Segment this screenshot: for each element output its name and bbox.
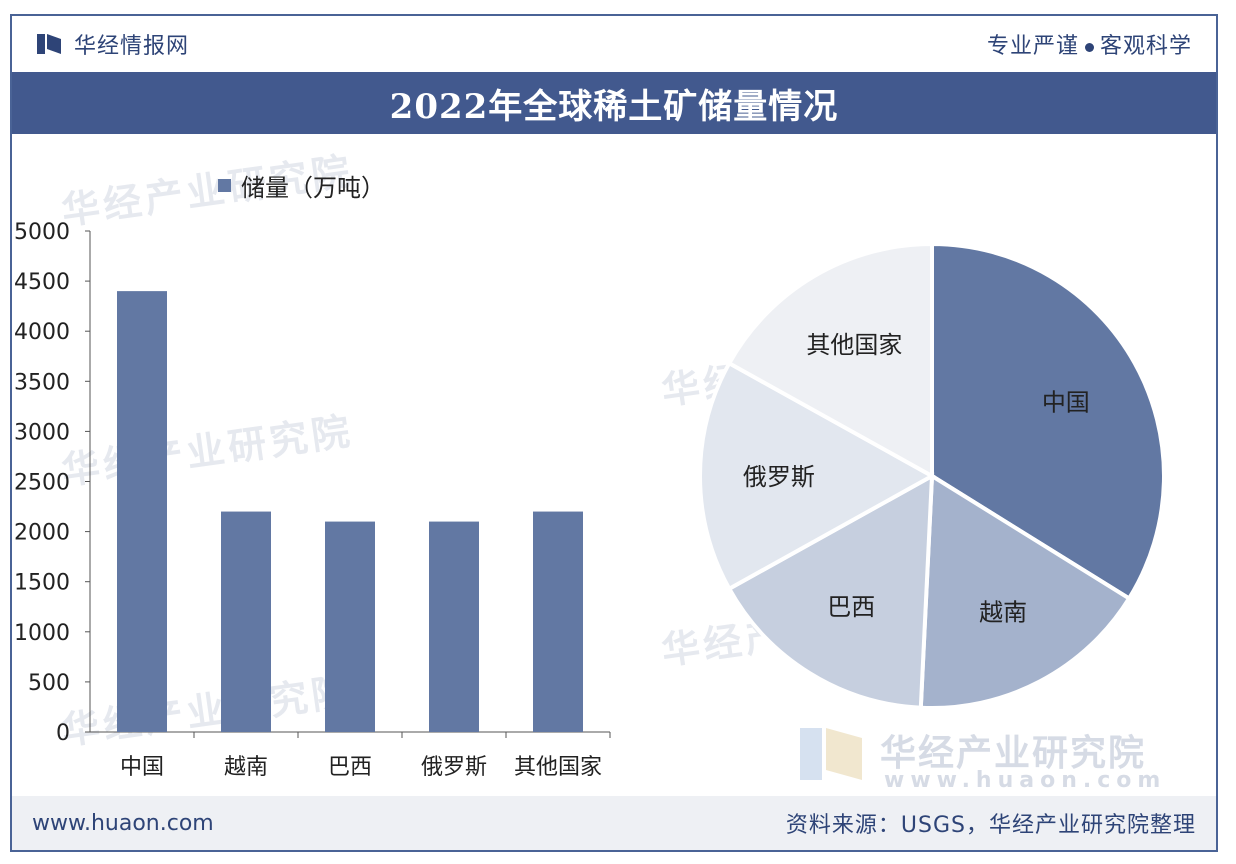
pie-slice	[726, 472, 935, 710]
brand-name: 华经情报网	[74, 34, 190, 59]
y-tick-label: 500	[28, 671, 70, 696]
brand-logo-icon	[37, 34, 61, 54]
y-tick-label: 3500	[14, 370, 70, 395]
pie-slice-label: 巴西	[827, 593, 875, 621]
footer-url-link[interactable]: www.huaon.com	[32, 810, 214, 836]
bar	[221, 511, 271, 732]
x-tick-label: 俄罗斯	[421, 755, 487, 780]
y-tick-label: 4500	[14, 270, 70, 295]
watermark-brand-name: 华经产业研究院	[880, 733, 1147, 774]
y-tick-label: 0	[56, 721, 70, 746]
pie-slice-label: 其他国家	[806, 331, 902, 359]
bar	[325, 521, 375, 732]
y-tick-label: 5000	[14, 220, 70, 245]
pie-slice	[918, 472, 1132, 710]
x-tick-label: 越南	[224, 755, 268, 780]
motto-left: 专业严谨	[986, 34, 1079, 59]
title-bar: 2022年全球稀土矿储量情况	[12, 72, 1216, 134]
y-tick-label: 1500	[14, 571, 70, 596]
legend-swatch	[218, 179, 231, 192]
bar	[533, 511, 583, 732]
x-tick-label: 其他国家	[514, 755, 602, 780]
motto: 专业严谨 客观科学	[987, 28, 1192, 60]
x-tick-label: 巴西	[328, 755, 372, 780]
motto-right: 客观科学	[1099, 34, 1192, 59]
top-bar: 华经情报网 专业严谨 客观科学	[12, 16, 1216, 72]
y-tick-label: 3000	[14, 420, 70, 445]
footer-source: 资料来源：USGS，华经产业研究院整理	[785, 813, 1196, 838]
bar-chart: 0 500 1000 1500 2000 2500 3000 3500 4000 4500 5000…	[14, 220, 611, 780]
chart-legend: 储量（万吨）	[218, 168, 385, 203]
watermark-logo-icon	[800, 728, 862, 780]
x-tick-label: 中国	[120, 755, 164, 780]
pie-slice	[726, 241, 934, 480]
brand[interactable]: 华经情报网	[36, 28, 189, 60]
bullet-dot-icon	[1084, 42, 1094, 52]
chart-title: 2022年全球稀土矿储量情况	[389, 86, 839, 127]
footer: www.huaon.com 资料来源：USGS，华经产业研究院整理	[12, 796, 1216, 850]
legend-label: 储量（万吨）	[241, 174, 385, 202]
y-tick-label: 2500	[14, 471, 70, 496]
y-tick-label: 2000	[14, 521, 70, 546]
bar	[429, 521, 479, 732]
watermark-url: www.huaon.com	[884, 768, 1167, 793]
pie-slice-label: 俄罗斯	[743, 463, 815, 491]
pie-slice	[698, 360, 937, 592]
pie-slice-label: 中国	[1042, 389, 1090, 417]
bar	[117, 291, 167, 732]
brand-watermark: 华经产业研究院 www.huaon.com	[800, 720, 1200, 796]
pie-slice-label: 越南	[979, 599, 1027, 627]
y-tick-label: 1000	[14, 621, 70, 646]
y-tick-label: 4000	[14, 320, 70, 345]
